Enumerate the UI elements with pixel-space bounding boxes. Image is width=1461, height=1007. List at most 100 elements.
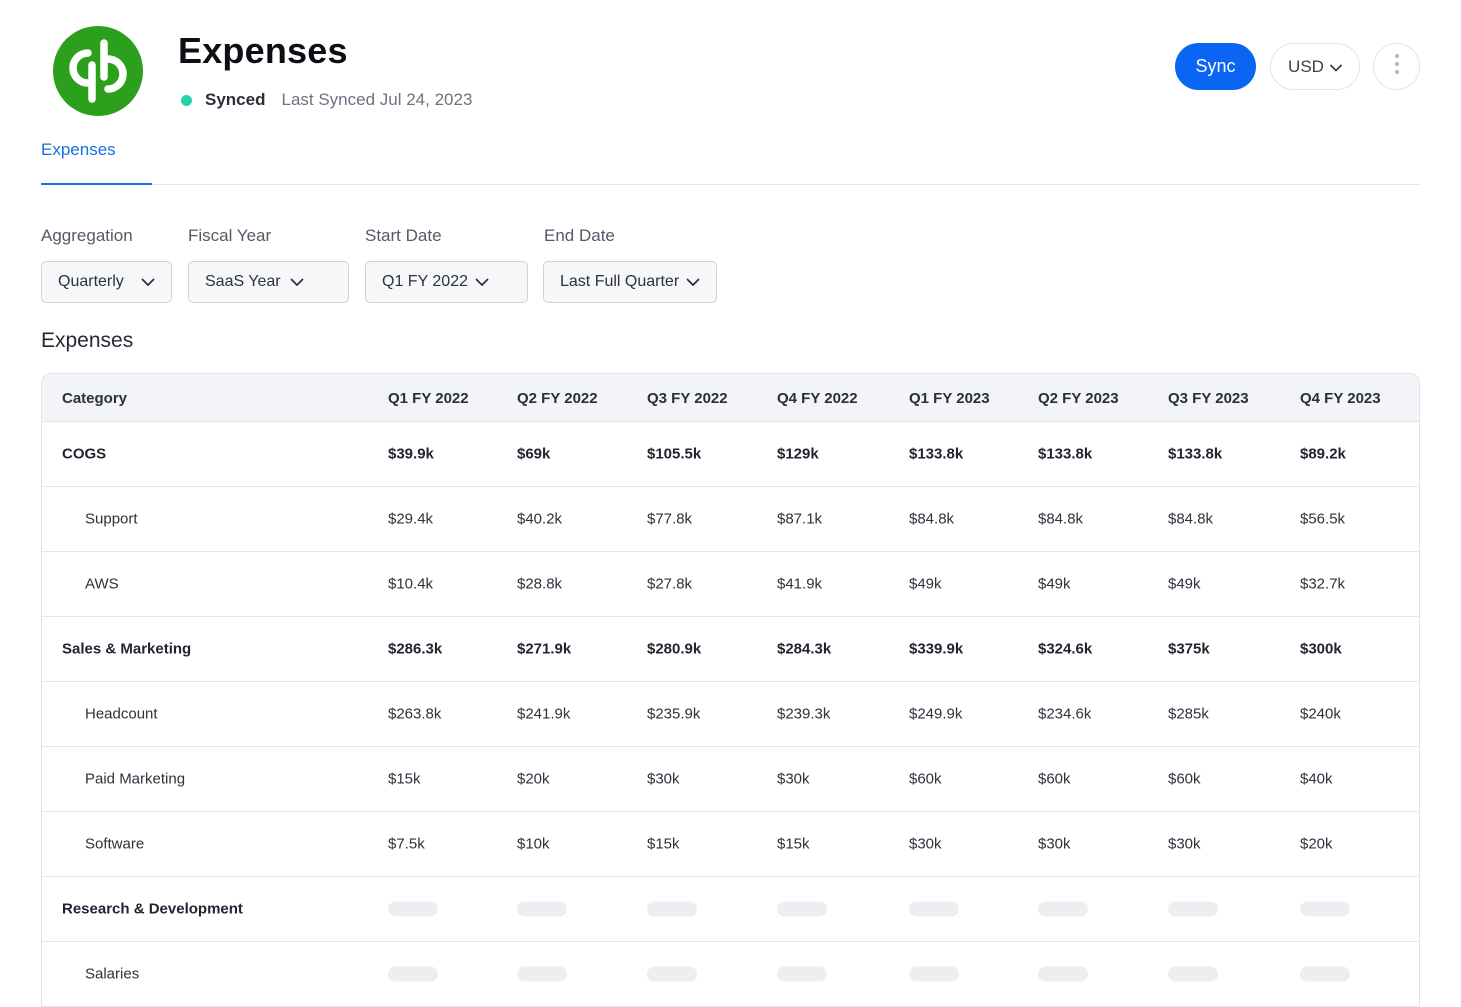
table-cell: $375k	[1168, 640, 1210, 658]
start-date-label: Start Date	[365, 226, 442, 245]
column-header: Q2 FY 2022	[517, 390, 598, 407]
loading-skeleton	[777, 966, 827, 982]
chevron-down-icon	[686, 274, 700, 292]
sync-status: Synced Last Synced Jul 24, 2023	[181, 90, 472, 110]
table-cell: $30k	[909, 835, 942, 853]
row-label: Software	[85, 835, 145, 853]
table-cell: $30k	[1038, 835, 1071, 853]
more-options-button[interactable]	[1373, 43, 1420, 90]
status-label: Synced	[205, 90, 266, 109]
tab-expenses[interactable]: Expenses	[41, 140, 116, 159]
table-cell: $105.5k	[647, 445, 702, 463]
table-cell: $15k	[777, 835, 810, 853]
row-label: Paid Marketing	[85, 770, 186, 788]
loading-skeleton	[1300, 966, 1350, 982]
table-cell: $15k	[647, 835, 680, 853]
table-cell: $241.9k	[517, 705, 571, 723]
table-cell: $10.4k	[388, 575, 434, 593]
table-cell: $300k	[1300, 640, 1342, 658]
aggregation-value: Quarterly	[58, 273, 124, 290]
loading-skeleton	[647, 966, 697, 982]
table-row-category: Research & Development	[42, 877, 1419, 942]
row-label: Research & Development	[62, 900, 243, 918]
start-date-value: Q1 FY 2022	[382, 273, 468, 290]
loading-skeleton	[388, 966, 438, 982]
loading-skeleton	[388, 901, 438, 917]
table-cell: $284.3k	[777, 640, 832, 658]
chevron-down-icon	[475, 274, 489, 292]
loading-skeleton	[1038, 966, 1088, 982]
table-cell: $60k	[1038, 770, 1071, 788]
loading-skeleton	[909, 966, 959, 982]
table-cell: $84.8k	[909, 510, 955, 528]
table-cell: $49k	[1168, 575, 1201, 593]
loading-skeleton	[1168, 901, 1218, 917]
status-dot-icon	[181, 94, 192, 106]
column-header-category: Category	[62, 390, 128, 407]
table-cell: $339.9k	[909, 640, 964, 658]
page-title: Expenses	[178, 30, 348, 71]
table-cell: $285k	[1168, 705, 1209, 723]
quickbooks-logo-icon	[53, 26, 143, 116]
end-date-value: Last Full Quarter	[560, 273, 680, 290]
table-cell: $84.8k	[1038, 510, 1084, 528]
currency-label: USD	[1288, 56, 1324, 76]
table-cell: $20k	[517, 770, 550, 788]
aggregation-select[interactable]: Quarterly	[41, 261, 172, 303]
table-cell: $87.1k	[777, 510, 823, 528]
row-label: Support	[85, 510, 138, 528]
loading-skeleton	[777, 901, 827, 917]
fiscal-year-select[interactable]: SaaS Year	[188, 261, 349, 303]
end-date-select[interactable]: Last Full Quarter	[543, 261, 717, 303]
table-cell: $235.9k	[647, 705, 701, 723]
table-cell: $129k	[777, 445, 819, 463]
table-cell: $249.9k	[909, 705, 963, 723]
loading-skeleton	[1168, 966, 1218, 982]
table-cell: $263.8k	[388, 705, 442, 723]
table-cell: $89.2k	[1300, 445, 1346, 463]
table-cell: $15k	[388, 770, 421, 788]
row-label: Headcount	[85, 705, 158, 723]
chevron-down-icon	[1330, 57, 1342, 77]
table-cell: $49k	[1038, 575, 1071, 593]
end-date-label: End Date	[544, 226, 615, 245]
column-header: Q4 FY 2022	[777, 390, 858, 407]
table-cell: $41.9k	[777, 575, 823, 593]
table-cell: $28.8k	[517, 575, 563, 593]
table-cell: $69k	[517, 445, 551, 463]
table-row-subcategory: Support $29.4k $40.2k $77.8k $87.1k $84.8k $84…	[42, 487, 1419, 552]
table-cell: $40k	[1300, 770, 1333, 788]
table-cell: $39.9k	[388, 445, 434, 463]
table-row-category: COGS $39.9k $69k $105.5k $129k $133.8k $133.8k…	[42, 422, 1419, 487]
table-row-subcategory: Salaries	[42, 942, 1419, 1007]
table-cell: $20k	[1300, 835, 1333, 853]
table-cell: $133.8k	[909, 445, 964, 463]
tabs-divider	[41, 184, 1420, 185]
row-label: AWS	[85, 575, 119, 593]
table-cell: $133.8k	[1168, 445, 1223, 463]
table-cell: $30k	[1168, 835, 1201, 853]
active-tab-indicator	[41, 183, 152, 185]
loading-skeleton	[909, 901, 959, 917]
table-header: Category Q1 FY 2022 Q2 FY 2022 Q3 FY 2022 Q4…	[42, 374, 1419, 422]
row-label: COGS	[62, 445, 107, 463]
column-header: Q4 FY 2023	[1300, 390, 1381, 407]
table-cell: $60k	[909, 770, 942, 788]
loading-skeleton	[1300, 901, 1350, 917]
table-cell: $7.5k	[388, 835, 425, 853]
fiscal-year-label: Fiscal Year	[188, 226, 272, 245]
table-cell: $271.9k	[517, 640, 572, 658]
table-cell: $30k	[647, 770, 680, 788]
aggregation-label: Aggregation	[41, 226, 133, 245]
sync-button[interactable]: Sync	[1175, 43, 1256, 90]
currency-dropdown[interactable]: USD	[1270, 43, 1360, 90]
table-row-subcategory: Headcount $263.8k $241.9k $235.9k $239.3k $24…	[42, 682, 1419, 747]
table-cell: $280.9k	[647, 640, 702, 658]
chevron-down-icon	[290, 274, 304, 292]
last-synced-text: Last Synced Jul 24, 2023	[281, 90, 473, 109]
section-title: Expenses	[41, 329, 134, 352]
table-cell: $49k	[909, 575, 942, 593]
start-date-select[interactable]: Q1 FY 2022	[365, 261, 528, 303]
loading-skeleton	[517, 901, 567, 917]
